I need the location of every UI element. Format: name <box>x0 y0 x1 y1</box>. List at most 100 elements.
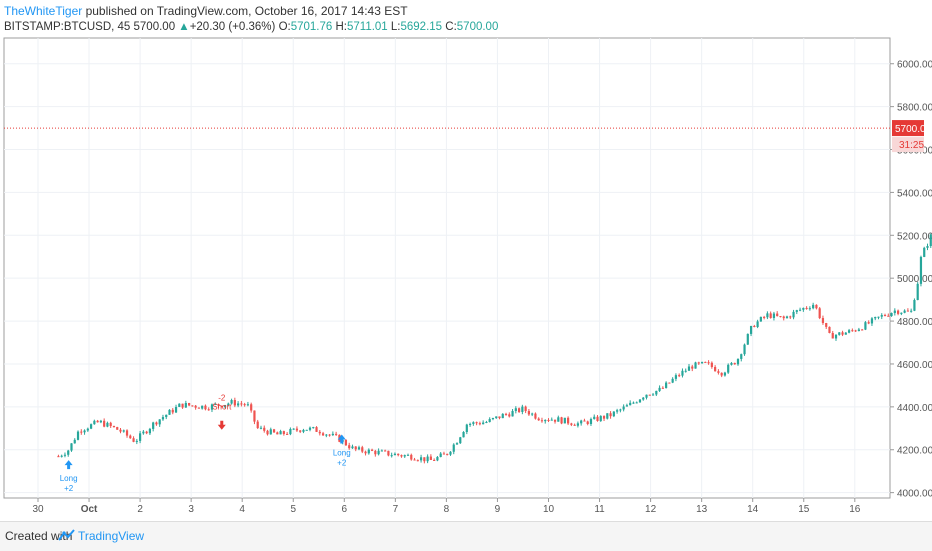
last-price: 5700.00 <box>133 21 176 33</box>
x-tick-label: 9 <box>495 504 501 515</box>
candle-body <box>727 364 730 373</box>
candle-body <box>318 431 321 434</box>
candle-body <box>308 427 312 430</box>
candle-body <box>331 433 334 436</box>
candle-body <box>295 428 299 431</box>
candle-body <box>348 445 351 449</box>
candle-body <box>625 405 629 407</box>
y-tick-label: 5200.00 <box>897 231 932 242</box>
last-price-box <box>892 120 924 137</box>
candle-body <box>818 308 821 319</box>
candle-body <box>165 414 168 418</box>
x-tick-label: 15 <box>798 504 810 515</box>
candle-body <box>665 382 668 388</box>
candle-body <box>204 405 207 410</box>
candle-body <box>380 450 383 452</box>
plot-area[interactable] <box>3 37 891 499</box>
long-label: Long <box>60 474 78 483</box>
candle-body <box>867 322 870 324</box>
candle-body <box>145 431 148 434</box>
tradingview-logo-icon <box>58 529 75 541</box>
y-tick-label: 4800.00 <box>897 317 932 328</box>
candle-body <box>926 246 929 248</box>
candle-body <box>168 409 171 415</box>
long-arrow-icon <box>337 434 346 444</box>
candle-body <box>433 459 436 461</box>
candle-body <box>906 310 909 312</box>
candle-body <box>501 413 504 419</box>
candle-body <box>704 361 707 363</box>
created-with-text: Created with <box>5 529 73 543</box>
candle-body <box>468 423 472 425</box>
candle-body <box>106 422 109 427</box>
y-tick-label: 4200.00 <box>897 446 932 457</box>
candle-body <box>769 313 772 318</box>
candle-body <box>305 429 308 431</box>
candle-body <box>684 370 687 372</box>
candle-body <box>181 403 184 408</box>
candle-body <box>403 455 406 457</box>
candle-body <box>253 410 256 422</box>
candle-body <box>776 313 779 317</box>
candle-body <box>861 329 864 331</box>
candle-body <box>419 457 423 461</box>
candle-body <box>171 409 174 413</box>
candle-body <box>763 316 766 318</box>
candle-body <box>194 405 197 408</box>
last-price-axis-label: 5700.00 <box>895 124 932 135</box>
candle-body <box>730 362 733 365</box>
candle-body <box>188 402 191 406</box>
x-tick-label: 16 <box>849 504 861 515</box>
candle-body <box>681 370 684 376</box>
candle-body <box>416 460 419 462</box>
candle-body <box>583 420 586 422</box>
candle-body <box>335 433 338 435</box>
candle-body <box>155 422 158 425</box>
price-chart[interactable]: 4000.00 4200.00 4400.00 4600.00 4800.00 5000.… <box>0 0 932 521</box>
candle-body <box>315 427 318 432</box>
candle-body <box>560 417 563 424</box>
high-label: H: <box>335 21 347 33</box>
y-tick-label: 4600.00 <box>897 360 932 371</box>
candle-body <box>423 457 426 462</box>
candle-body <box>691 366 694 369</box>
candle-body <box>299 430 302 432</box>
candle-body <box>259 427 263 429</box>
candle-body <box>413 459 416 461</box>
candle-body <box>805 307 808 309</box>
candle-body <box>645 394 648 398</box>
candle-body <box>903 310 906 313</box>
x-tick-label: 6 <box>342 504 348 515</box>
candle-body <box>96 420 99 423</box>
candle-body <box>67 450 70 455</box>
candle-body <box>599 416 602 421</box>
candle-body <box>89 424 93 429</box>
candle-body <box>178 403 181 407</box>
candle-body <box>733 362 736 365</box>
candle-body <box>544 419 547 422</box>
candle-body <box>923 247 926 257</box>
candle-body <box>129 435 132 439</box>
candle-body <box>753 325 756 327</box>
candle-body <box>462 431 465 438</box>
candle-body <box>710 362 713 368</box>
candle-body <box>491 418 495 420</box>
author-link[interactable]: TheWhiteTiger <box>4 4 83 18</box>
candle-body <box>374 450 377 455</box>
candle-body <box>498 416 501 419</box>
candle-body <box>119 429 122 432</box>
candle-body <box>256 421 259 429</box>
candle-body <box>834 334 838 339</box>
long-label: Long <box>333 448 351 457</box>
candle-body <box>223 404 227 407</box>
tradingview-link[interactable]: TradingView <box>78 529 145 543</box>
candle-body <box>214 403 217 405</box>
candle-body <box>112 426 116 428</box>
candle-body <box>619 409 622 411</box>
candle-body <box>263 427 266 431</box>
candle-body <box>455 443 459 445</box>
candle-body <box>122 430 125 432</box>
candle-body <box>674 375 678 379</box>
countdown-label: 31:25 <box>899 140 924 151</box>
